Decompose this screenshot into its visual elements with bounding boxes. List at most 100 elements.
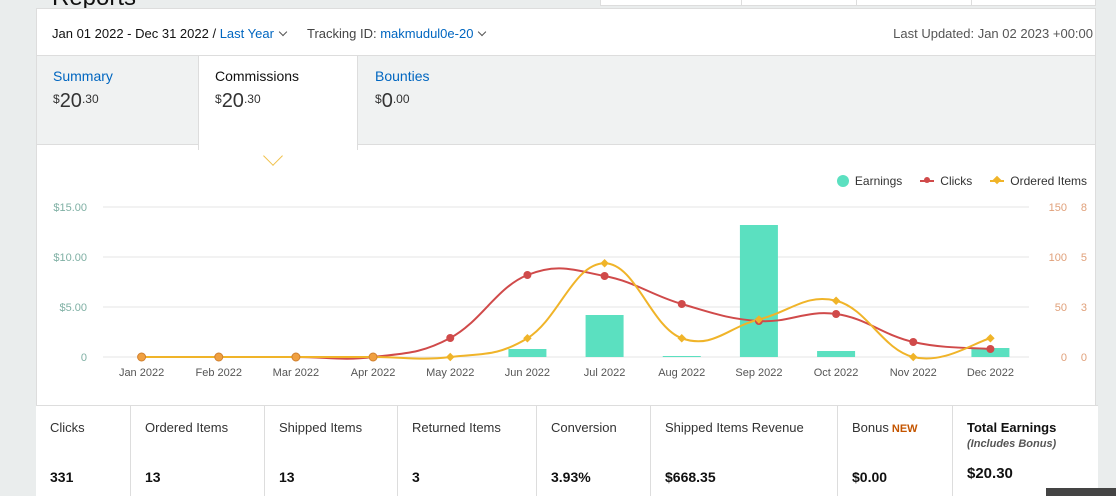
legend-ordered-swatch — [990, 175, 1005, 185]
earnings-bar — [585, 315, 624, 357]
y-right2-tick-label: 3 — [1081, 302, 1087, 314]
ordered-items-point — [831, 296, 841, 305]
tracking-id-value[interactable]: makmudul0e-20 — [380, 26, 474, 41]
stat-clicks-label: Clicks — [50, 420, 85, 435]
chevron-down-icon — [278, 27, 288, 37]
date-range-text: Jan 01 2022 - Dec 31 2022 / — [52, 26, 217, 41]
x-tick-label: Jan 2022 — [119, 367, 164, 379]
legend-ordered[interactable]: Ordered Items — [990, 174, 1087, 188]
stat-bonus: Bonus NEW $0.00 — [838, 406, 953, 496]
stat-bonus-value: $0.00 — [852, 469, 888, 485]
legend-clicks-label: Clicks — [940, 174, 973, 188]
y-left-tick-label: $15.00 — [53, 202, 87, 214]
legend-earnings-swatch — [836, 175, 849, 187]
stat-total-sub: (Includes Bonus) — [967, 438, 1057, 450]
tab-summary[interactable]: Summary $20.30 — [37, 56, 197, 146]
tab-commissions-amount: $20.30 — [215, 90, 261, 112]
x-tick-label: Sep 2022 — [735, 367, 782, 379]
page-title: Reports — [52, 0, 136, 12]
clicks-point — [523, 271, 532, 279]
y-left-tick-label: $10.00 — [53, 252, 87, 264]
legend-clicks-swatch — [920, 177, 935, 183]
new-badge: NEW — [891, 423, 918, 435]
stat-returned-items: Returned Items 3 — [398, 406, 537, 496]
y-right-tick-label: 0 — [1061, 352, 1067, 364]
stat-ordered-label: Ordered Items — [145, 420, 229, 435]
x-tick-label: Feb 2022 — [196, 367, 242, 379]
ordered-items-point — [986, 334, 995, 343]
ordered-items-line — [141, 262, 991, 360]
last-updated: Last Updated: Jan 02 2023 +00:00 — [893, 26, 1093, 41]
ordered-items-point — [523, 334, 532, 343]
zero-point — [291, 352, 301, 362]
legend-earnings-label: Earnings — [854, 174, 903, 188]
stat-total-value: $20.30 — [967, 465, 1013, 482]
chart-plot: $15.00 $10.00 $5.00 0 150 100 50 0 8 5 3 0 Jan 2022 F… — [53, 202, 1087, 379]
stat-conversion-label: Conversion — [551, 420, 617, 435]
y-right2-tick-label: 5 — [1081, 252, 1087, 264]
legend-ordered-label: Ordered Items — [1010, 174, 1087, 188]
stat-bonus-label: Bonus NEW — [852, 420, 918, 435]
y-left-tick-label: $5.00 — [59, 302, 87, 314]
x-tick-label: Jul 2022 — [584, 367, 626, 379]
ordered-items-point — [754, 315, 764, 324]
stat-ordered-value: 13 — [145, 469, 161, 485]
legend-clicks[interactable]: Clicks — [920, 174, 972, 188]
chevron-down-icon — [478, 27, 487, 37]
stats-row: Clicks 331 Ordered Items 13 Shipped Item… — [36, 405, 1098, 496]
period-link[interactable]: Last Year — [219, 26, 274, 41]
stat-conversion: Conversion 3.93% — [537, 406, 651, 496]
x-tick-label: Dec 2022 — [967, 367, 1014, 379]
window-corner — [1046, 488, 1116, 496]
earnings-bar — [508, 349, 547, 357]
tracking-id-selector[interactable]: Tracking ID: makmudul0e-20 — [307, 26, 487, 41]
tab-bounties-amount: $0.00 — [375, 90, 410, 112]
stat-shipped-label: Shipped Items — [279, 420, 363, 435]
ordered-items-point — [600, 259, 609, 268]
chart-legend: Earnings Clicks Ordered Items — [836, 174, 1087, 188]
stat-total-earnings: Total Earnings (Includes Bonus) $20.30 — [953, 406, 1098, 496]
clicks-point — [832, 310, 841, 318]
x-tick-label: Mar 2022 — [273, 367, 319, 379]
x-tick-label: Nov 2022 — [890, 367, 937, 379]
stat-revenue-label: Shipped Items Revenue — [665, 420, 804, 435]
stat-returned-label: Returned Items — [412, 420, 501, 435]
y-right-tick-label: 150 — [1049, 202, 1067, 214]
stat-ordered-items: Ordered Items 13 — [131, 406, 265, 496]
x-tick-label: Aug 2022 — [658, 367, 705, 379]
date-range-selector[interactable]: Jan 01 2022 - Dec 31 2022 / Last Year — [52, 26, 288, 41]
report-panel: Jan 01 2022 - Dec 31 2022 / Last Year Tr… — [36, 8, 1098, 496]
clicks-point — [986, 345, 995, 353]
y-right2-tick-label: 8 — [1081, 202, 1087, 214]
x-tick-label: Jun 2022 — [505, 367, 550, 379]
stat-total-label: Total Earnings — [967, 420, 1057, 435]
ordered-items-point — [909, 352, 918, 362]
tracking-id-label: Tracking ID: — [307, 26, 377, 41]
summary-tabs: Summary $20.30 Commissions $20.30 Bounti… — [37, 55, 1095, 150]
stat-clicks: Clicks 331 — [36, 406, 131, 496]
earnings-bar — [739, 225, 778, 357]
y-right-tick-label: 50 — [1055, 302, 1067, 314]
tab-summary-amount: $20.30 — [53, 90, 99, 112]
x-tick-label: May 2022 — [426, 367, 474, 379]
zero-point — [137, 352, 147, 362]
y-right-tick-label: 100 — [1049, 252, 1067, 264]
stat-shipped-revenue: Shipped Items Revenue $668.35 — [651, 406, 838, 496]
zero-point — [368, 352, 378, 362]
clicks-line — [141, 267, 991, 360]
earnings-bar — [662, 356, 701, 357]
tab-bounties[interactable]: Bounties $0.00 — [359, 56, 519, 146]
filter-bar: Jan 01 2022 - Dec 31 2022 / Last Year Tr… — [37, 9, 1095, 55]
stat-shipped-value: 13 — [279, 469, 295, 485]
zero-point — [214, 352, 224, 362]
clicks-point — [909, 338, 918, 346]
performance-chart: Earnings Clicks Ordered Items $15.00 $10.… — [37, 146, 1095, 406]
x-tick-label: Apr 2022 — [351, 367, 396, 379]
legend-earnings[interactable]: Earnings — [836, 174, 903, 188]
clicks-point — [677, 300, 686, 308]
report-tabs-stub — [600, 0, 1096, 6]
earnings-bar — [817, 351, 856, 357]
tab-commissions[interactable]: Commissions $20.30 — [198, 56, 358, 150]
ordered-items-point — [677, 334, 686, 343]
stat-shipped-items: Shipped Items 13 — [265, 406, 398, 496]
